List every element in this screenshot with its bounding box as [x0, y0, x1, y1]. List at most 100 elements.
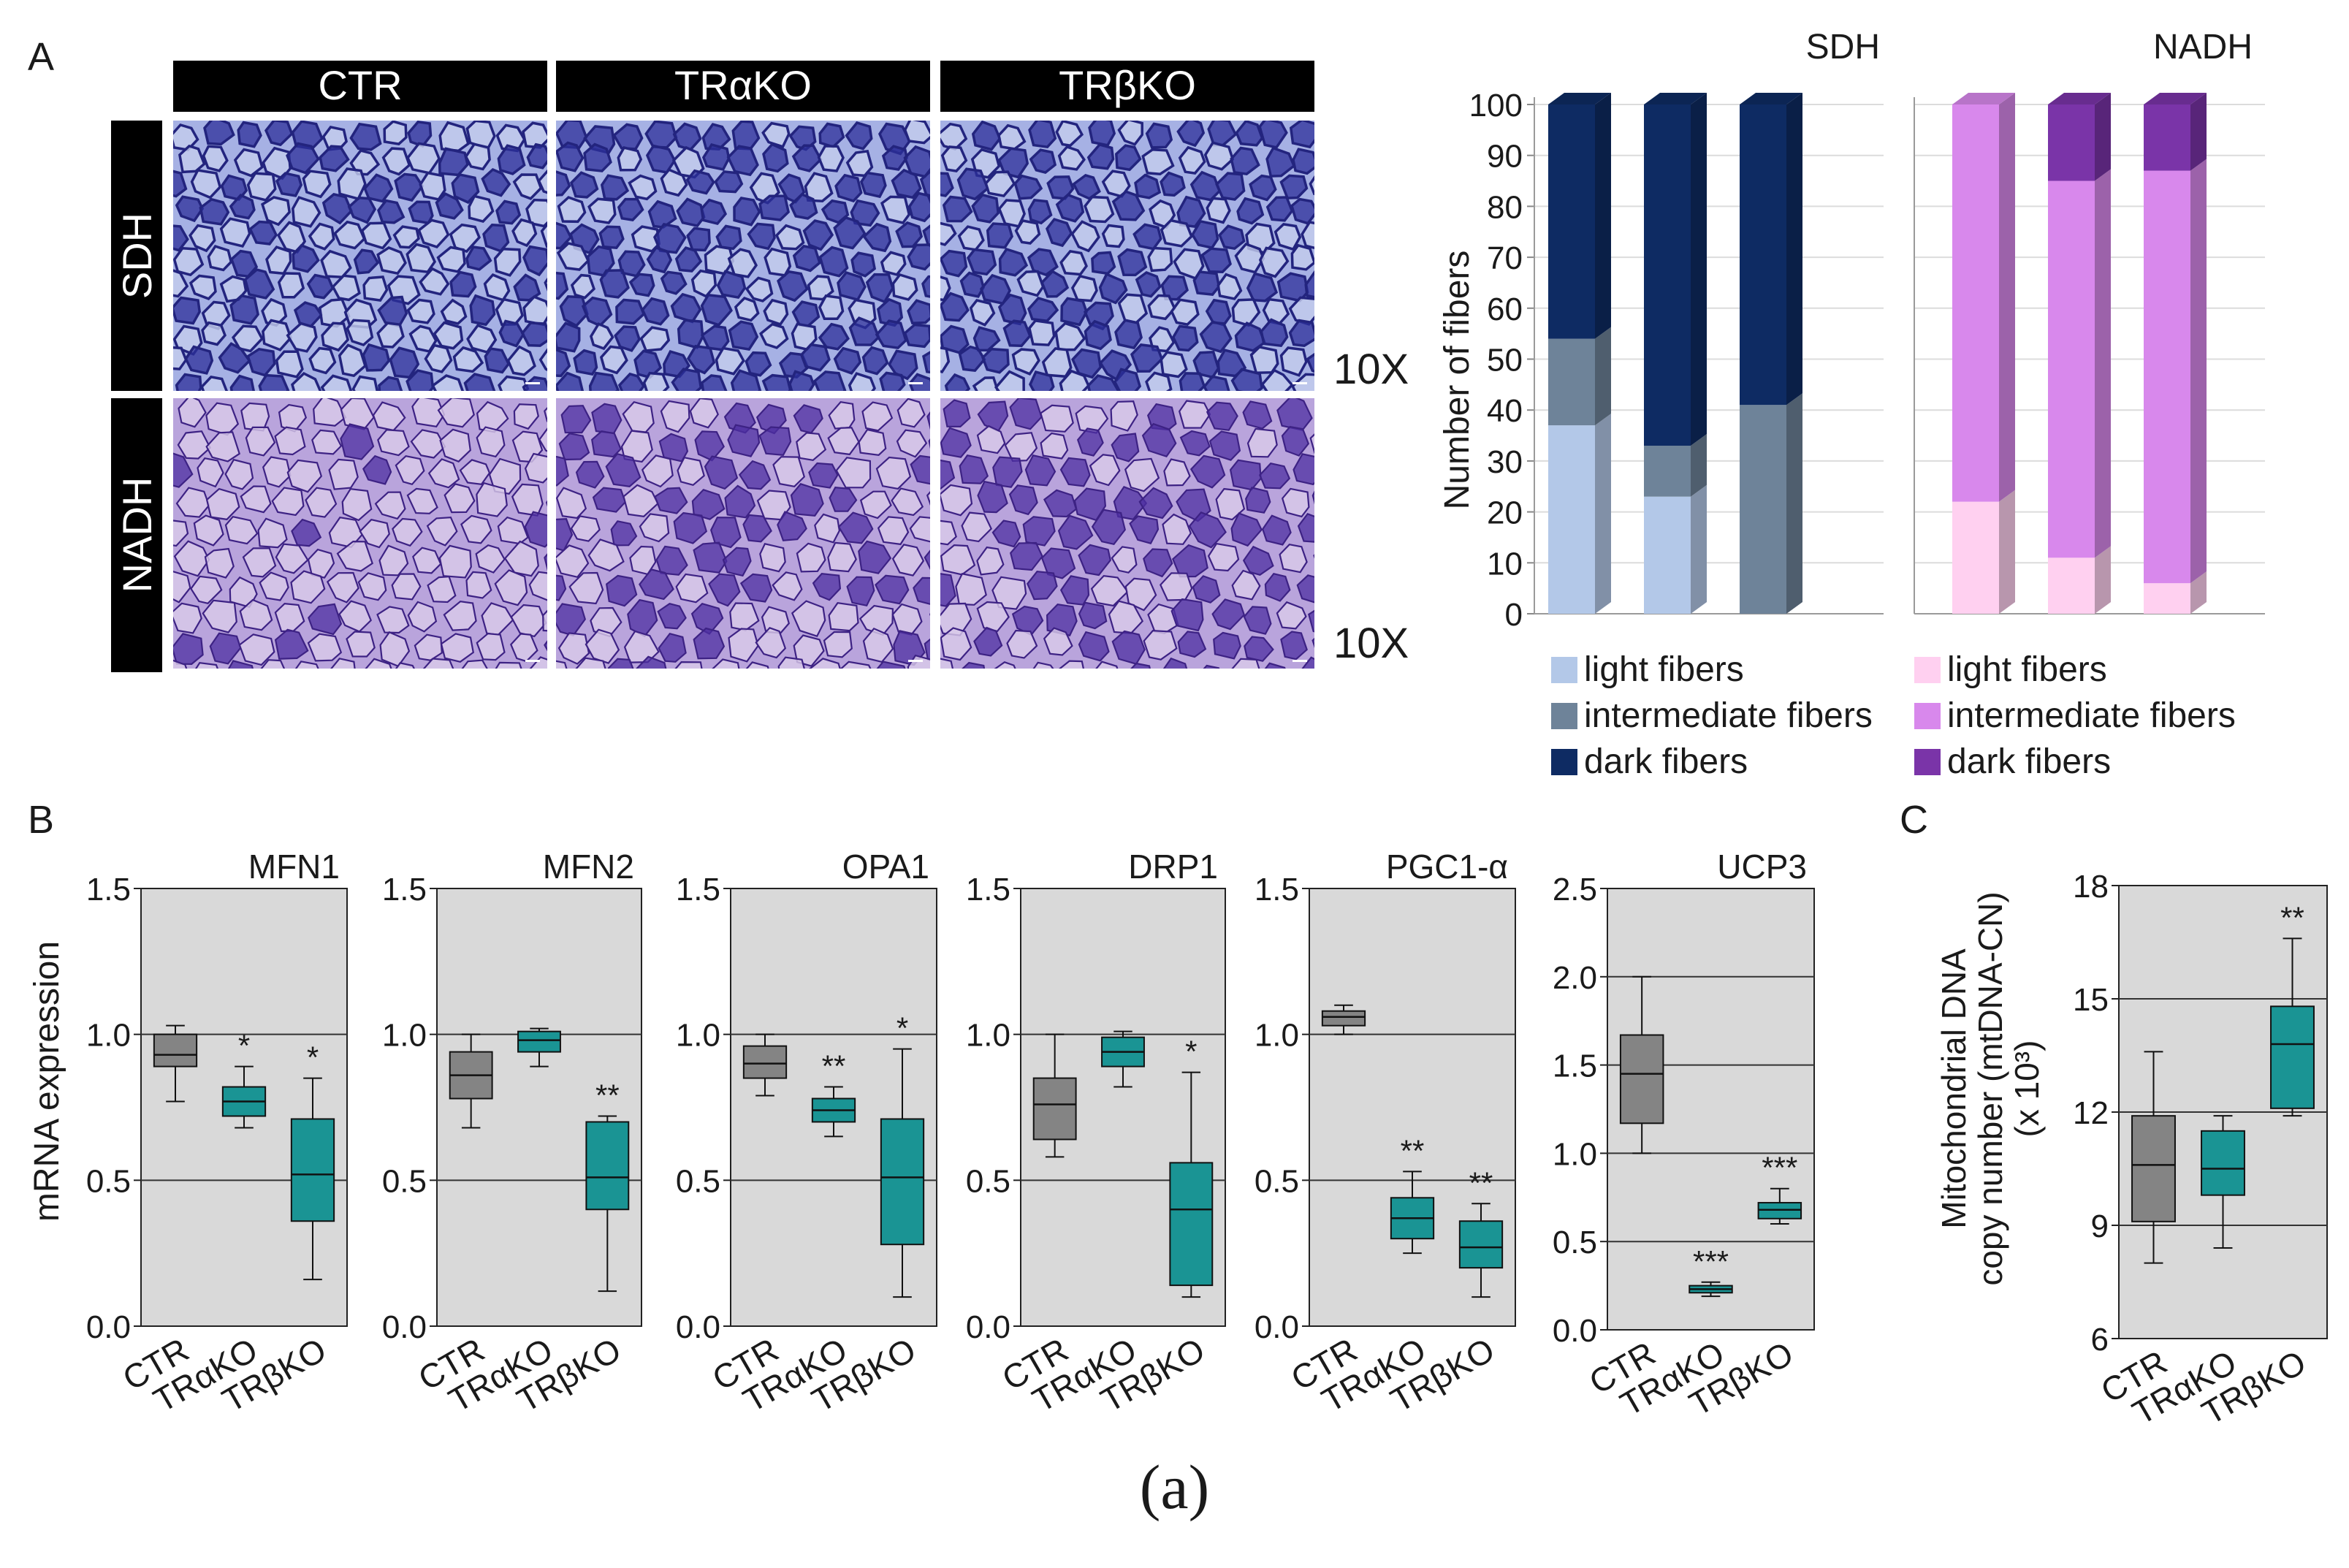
muscle-fiber — [875, 319, 907, 350]
box-iqr — [2201, 1130, 2245, 1196]
muscle-fiber — [755, 627, 787, 659]
muscle-fiber — [439, 428, 471, 463]
muscle-fiber — [177, 430, 211, 460]
muscle-fiber — [1124, 577, 1157, 612]
stack-segment-side — [1691, 484, 1707, 614]
muscle-fiber — [1258, 246, 1290, 278]
muscle-fiber — [538, 348, 547, 372]
micrograph-row-labels: SDH NADH — [111, 121, 162, 672]
muscle-fiber — [1134, 173, 1162, 199]
muscle-fiber — [881, 145, 908, 171]
muscle-fiber — [1138, 487, 1173, 520]
y-tick-label: 12 — [2073, 1095, 2109, 1131]
muscle-fiber — [271, 487, 305, 517]
muscle-fiber — [827, 541, 857, 573]
y-tick-label: 50 — [1487, 343, 1523, 378]
muscle-fiber — [1145, 371, 1173, 391]
muscle-fiber — [903, 323, 930, 349]
muscle-fiber — [391, 573, 422, 601]
stack-segment-dark — [2144, 104, 2190, 171]
significance-marker: ** — [822, 1049, 846, 1084]
nadh-chart-title: NADH — [2153, 28, 2253, 66]
box-iqr — [153, 1033, 198, 1067]
stack-segment-intermediate — [2144, 170, 2190, 584]
muscle-fiber — [1211, 598, 1246, 631]
muscle-fiber — [438, 147, 469, 177]
muscle-fiber — [896, 429, 928, 458]
muscle-fiber — [701, 142, 731, 171]
y-tick-label: 70 — [1487, 240, 1523, 276]
muscle-fiber — [940, 249, 968, 278]
muscle-fiber — [961, 511, 993, 543]
muscle-fiber — [891, 544, 925, 576]
muscle-fiber — [921, 275, 930, 298]
muscle-fiber — [522, 245, 547, 277]
muscle-fiber — [1213, 631, 1241, 660]
muscle-fiber — [218, 342, 251, 374]
muscle-fiber — [426, 516, 458, 547]
y-tick-label: 40 — [1487, 393, 1523, 429]
muscle-fiber — [1170, 298, 1200, 326]
sdh-stacked-chart: 0 10 20 30 40 50 60 70 80 90 100 — [1469, 88, 1884, 633]
muscle-fiber — [202, 599, 237, 633]
muscle-fiber — [1059, 369, 1090, 391]
muscle-fiber — [940, 658, 954, 669]
muscle-fiber — [229, 374, 255, 391]
muscle-fiber — [1292, 148, 1314, 175]
muscle-fiber — [591, 430, 622, 458]
muscle-fiber — [438, 544, 472, 579]
muscle-fiber — [1091, 509, 1126, 546]
muscle-fiber — [468, 194, 495, 224]
y-tick-label: 1.0 — [382, 1018, 427, 1054]
muscle-fiber — [793, 634, 825, 667]
box-iqr — [585, 1121, 630, 1211]
muscle-fiber — [845, 121, 873, 151]
muscle-fiber — [1301, 656, 1314, 669]
stack-segment-intermediate — [1644, 445, 1691, 497]
muscle-fiber — [173, 520, 189, 547]
muscle-fiber — [1076, 427, 1104, 457]
muscle-fiber — [494, 569, 528, 606]
muscle-fiber — [1236, 197, 1265, 225]
y-tick-label: 15 — [2073, 982, 2109, 1018]
box-iqr — [880, 1118, 925, 1246]
muscle-fiber — [677, 319, 704, 349]
muscle-fiber — [1208, 430, 1241, 461]
muscle-fiber — [1057, 514, 1094, 550]
muscle-fiber — [655, 545, 688, 576]
muscle-fiber — [940, 324, 970, 354]
muscle-fiber — [175, 195, 205, 223]
muscle-fiber — [862, 222, 892, 253]
muscle-fiber — [503, 540, 539, 577]
boxplot-title: PGC1-α — [1386, 848, 1508, 886]
panel-b-letter: B — [28, 798, 54, 842]
muscle-fiber — [940, 484, 973, 517]
muscle-fiber — [419, 267, 450, 296]
muscle-fiber — [173, 296, 202, 325]
y-tick-label: 0.5 — [676, 1163, 720, 1199]
significance-marker: * — [238, 1029, 250, 1063]
muscle-fiber — [1147, 294, 1176, 321]
muscle-fiber — [984, 170, 1016, 198]
muscle-fiber — [745, 351, 772, 377]
muscle-fiber — [190, 169, 222, 199]
stack-segment-side — [1691, 93, 1707, 446]
muscle-fiber — [360, 221, 392, 250]
muscle-fiber — [476, 426, 506, 458]
box-iqr — [1032, 1077, 1077, 1141]
muscle-fiber — [896, 398, 926, 428]
muscle-fiber — [520, 321, 547, 347]
muscle-fiber — [257, 517, 288, 549]
muscle-fiber — [1160, 218, 1193, 248]
box-iqr — [1619, 1034, 1664, 1124]
muscle-fiber — [1288, 319, 1314, 348]
muscle-fiber — [406, 369, 435, 391]
muscle-fiber — [875, 574, 910, 605]
muscle-fiber — [859, 490, 892, 520]
panel-b-ylabel: mRNA expression — [28, 941, 66, 1222]
y-tick-label: 0.5 — [1553, 1225, 1597, 1260]
muscle-fiber — [392, 225, 420, 249]
muscle-fiber — [1086, 374, 1120, 391]
muscle-fiber — [909, 516, 930, 543]
muscle-fiber — [876, 661, 906, 669]
